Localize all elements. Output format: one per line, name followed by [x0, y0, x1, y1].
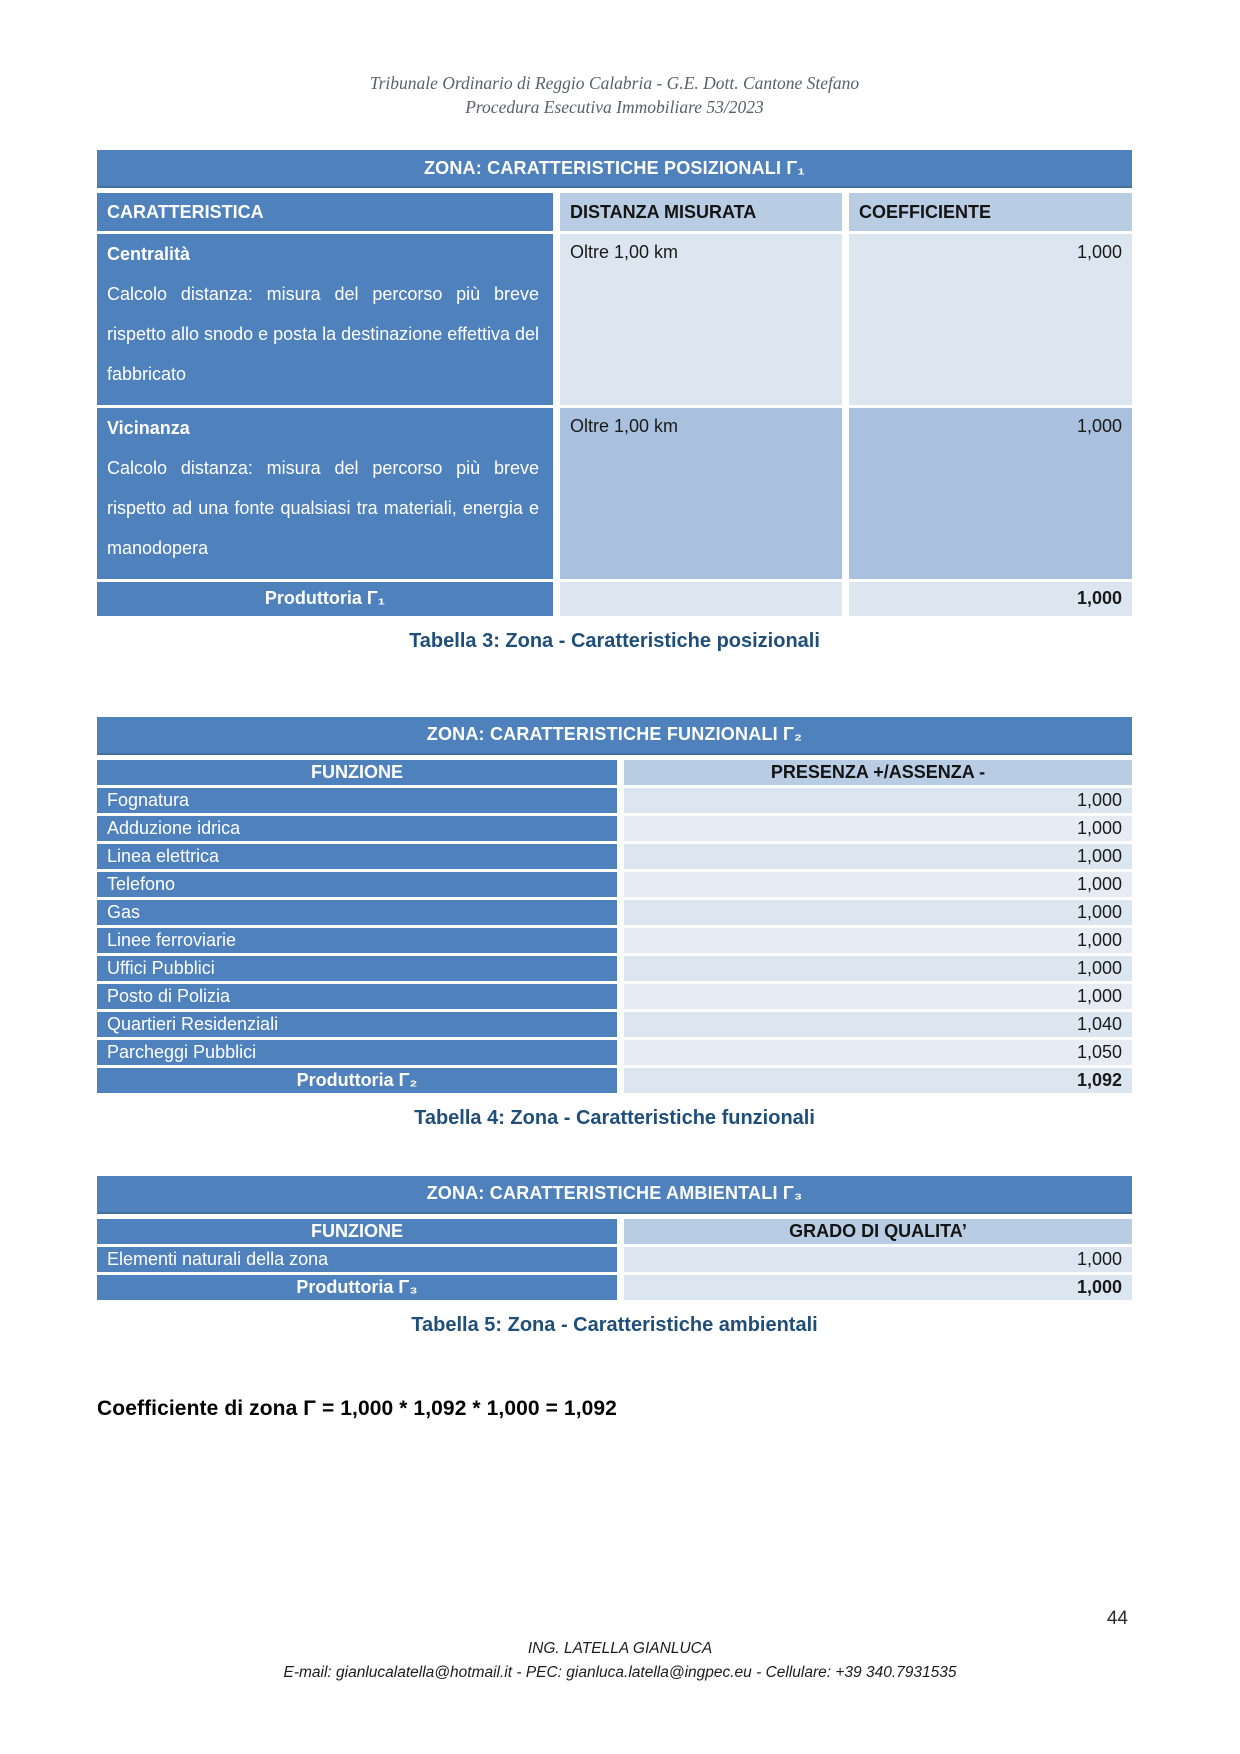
row-value-posto-di-polizia: 1,000	[624, 983, 1132, 1009]
court-header: Tribunale Ordinario di Reggio Calabria -…	[97, 72, 1132, 119]
row-value-fognatura: 1,000	[624, 787, 1132, 813]
zone-coefficient-formula: Coefficiente di zona Γ = 1,000 * 1,092 *…	[97, 1396, 617, 1420]
court-header-line1: Tribunale Ordinario di Reggio Calabria -…	[369, 73, 860, 93]
row-label-gas: Gas	[97, 899, 617, 925]
document-footer: ING. LATELLA GIANLUCA E-mail: gianlucala…	[0, 1640, 1240, 1682]
row-value-adduzione-idrica: 1,000	[624, 815, 1132, 841]
row-value-parcheggi-pubblici: 1,050	[624, 1039, 1132, 1065]
table-ambientali-title: ZONA: CARATTERISTICHE AMBIENTALI Γ₃	[97, 1175, 1132, 1214]
table-row-vicinanza-label: Vicinanza Calcolo distanza: misura del p…	[97, 408, 553, 579]
feature-name: Centralità	[107, 244, 191, 265]
column-header-funzione: FUNZIONE	[97, 759, 617, 785]
row-label-linee-ferroviarie: Linee ferroviarie	[97, 927, 617, 953]
row-value-quartieri-residenziali: 1,040	[624, 1011, 1132, 1037]
row-label-fognatura: Fognatura	[97, 787, 617, 813]
table-cell-coefficient: 1,000	[849, 234, 1132, 406]
produttoria-gamma1-label: Produttoria Γ₁	[97, 581, 553, 616]
column-header-coefficiente: COEFFICIENTE	[849, 193, 1132, 232]
table-posizionali-grid: CARATTERISTICA DISTANZA MISURATA COEFFIC…	[97, 193, 1132, 616]
table-cell-distance: Oltre 1,00 km	[560, 234, 842, 406]
feature-name: Vicinanza	[107, 418, 190, 439]
table-posizionali-title: ZONA: CARATTERISTICHE POSIZIONALI Γ₁	[97, 150, 1132, 189]
row-label-linea-elettrica: Linea elettrica	[97, 843, 617, 869]
caption-tabella-3: Tabella 3: Zona - Caratteristiche posizi…	[409, 629, 820, 652]
page-number: 44	[1106, 1608, 1128, 1629]
column-header-distanza-misurata: DISTANZA MISURATA	[560, 193, 842, 232]
row-value-linea-elettrica: 1,000	[624, 843, 1132, 869]
feature-description: Calcolo distanza: misura del percorso pi…	[107, 458, 539, 559]
table-funzionali-title: ZONA: CARATTERISTICHE FUNZIONALI Γ₂	[97, 716, 1132, 755]
row-label-adduzione-idrica: Adduzione idrica	[97, 815, 617, 841]
produttoria-gamma2-value: 1,092	[624, 1067, 1132, 1093]
court-header-line2: Procedura Esecutiva Immobiliare 53/2023	[465, 96, 764, 117]
column-header-caratteristica: CARATTERISTICA	[97, 193, 553, 232]
table-funzionali: ZONA: CARATTERISTICHE FUNZIONALI Γ₂ FUNZ…	[97, 716, 1132, 1093]
produttoria-gamma3-value: 1,000	[624, 1274, 1132, 1300]
row-label-telefono: Telefono	[97, 871, 617, 897]
caption-tabella-4: Tabella 4: Zona - Caratteristiche funzio…	[414, 1106, 815, 1129]
table-cell-distance: Oltre 1,00 km	[560, 408, 842, 579]
row-value-elementi-naturali: 1,000	[624, 1246, 1132, 1272]
column-header-funzione: FUNZIONE	[97, 1218, 617, 1244]
row-label-quartieri-residenziali: Quartieri Residenziali	[97, 1011, 617, 1037]
empty-cell	[560, 581, 842, 616]
row-label-posto-di-polizia: Posto di Polizia	[97, 983, 617, 1009]
row-value-telefono: 1,000	[624, 871, 1132, 897]
table-cell-coefficient: 1,000	[849, 408, 1132, 579]
produttoria-gamma1-value: 1,000	[849, 581, 1132, 616]
footer-contact-line: E-mail: gianlucalatella@hotmail.it - PEC…	[283, 1664, 957, 1681]
feature-description: Calcolo distanza: misura del percorso pi…	[107, 284, 539, 385]
page-content: Tribunale Ordinario di Reggio Calabria -…	[97, 0, 1132, 1421]
table-posizionali: ZONA: CARATTERISTICHE POSIZIONALI Γ₁ CAR…	[97, 150, 1132, 616]
row-label-uffici-pubblici: Uffici Pubblici	[97, 955, 617, 981]
table-funzionali-grid: FUNZIONE PRESENZA +/ASSENZA - Fognatura …	[97, 759, 1132, 1093]
table-ambientali-grid: FUNZIONE GRADO DI QUALITA’ Elementi natu…	[97, 1218, 1132, 1300]
row-value-linee-ferroviarie: 1,000	[624, 927, 1132, 953]
produttoria-gamma2-label: Produttoria Γ₂	[97, 1067, 617, 1093]
row-label-parcheggi-pubblici: Parcheggi Pubblici	[97, 1039, 617, 1065]
column-header-presenza-assenza: PRESENZA +/ASSENZA -	[624, 759, 1132, 785]
footer-engineer-name: ING. LATELLA GIANLUCA	[527, 1640, 713, 1657]
column-header-grado-di-qualita: GRADO DI QUALITA’	[624, 1218, 1132, 1244]
table-ambientali: ZONA: CARATTERISTICHE AMBIENTALI Γ₃ FUNZ…	[97, 1175, 1132, 1300]
produttoria-gamma3-label: Produttoria Γ₃	[97, 1274, 617, 1300]
row-value-uffici-pubblici: 1,000	[624, 955, 1132, 981]
caption-tabella-5: Tabella 5: Zona - Caratteristiche ambien…	[411, 1313, 818, 1336]
row-value-gas: 1,000	[624, 899, 1132, 925]
table-row-centralita-label: Centralità Calcolo distanza: misura del …	[97, 234, 553, 406]
row-label-elementi-naturali: Elementi naturali della zona	[97, 1246, 617, 1272]
